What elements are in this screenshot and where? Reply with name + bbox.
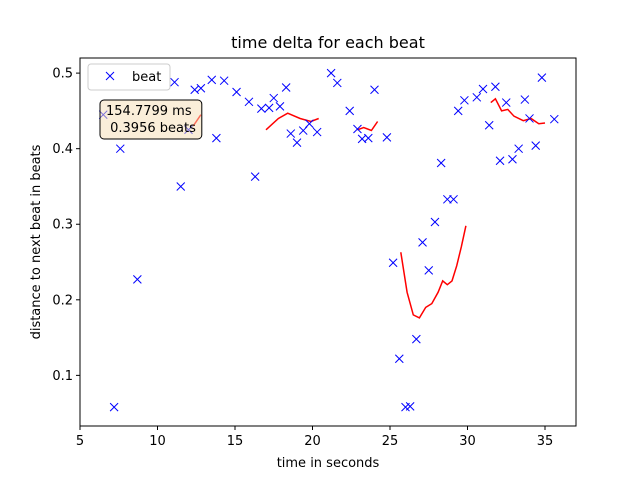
data-point (472, 92, 482, 102)
x-tick-label: 5 (76, 434, 84, 449)
data-point (411, 334, 421, 344)
y-tick-label: 0.2 (52, 293, 73, 308)
data-point (491, 82, 500, 92)
x-tick-label: 15 (227, 434, 244, 449)
x-axis-label: time in seconds (277, 456, 380, 471)
data-point (115, 144, 125, 154)
y-axis-label: distance to next beat in beats (29, 144, 44, 339)
annotation: 154.7799 ms 0.3956 beats (99, 99, 203, 140)
plot-area (98, 68, 559, 412)
legend-marker-beat (105, 71, 115, 81)
data-point (531, 141, 541, 151)
annotation-line-beats: 0.3956 beats (106, 121, 196, 136)
data-point (212, 133, 221, 143)
data-point (382, 132, 392, 142)
data-point (405, 401, 415, 411)
y-tick-label: 0.4 (52, 142, 73, 157)
data-point (501, 98, 511, 107)
data-point (232, 87, 241, 97)
y-tick-label: 0.3 (52, 218, 73, 233)
data-point (453, 106, 463, 116)
data-point (549, 114, 559, 124)
x-axis: 5 10 15 20 25 30 35 (76, 426, 553, 449)
data-point (388, 258, 398, 268)
data-point (244, 97, 254, 107)
annotation-line-ms: 154.7799 ms (106, 104, 192, 119)
data-point (363, 133, 373, 143)
data-point (525, 114, 534, 123)
data-point (292, 138, 302, 147)
data-point (176, 182, 186, 191)
data-point (196, 83, 206, 93)
data-point (269, 93, 279, 103)
data-point (170, 77, 179, 87)
data-point (264, 103, 274, 113)
data-point (514, 144, 524, 154)
y-tick-label: 0.1 (52, 369, 73, 384)
x-tick-label: 20 (304, 434, 321, 449)
data-point (520, 95, 530, 104)
trend-line-2 (357, 121, 379, 132)
x-tick-label: 10 (149, 434, 166, 449)
data-point (326, 68, 336, 78)
data-point (256, 104, 266, 113)
data-point (418, 238, 427, 247)
data-point (132, 275, 142, 284)
trend-line-4 (490, 97, 546, 125)
legend-box (87, 63, 171, 91)
legend: beat (87, 63, 171, 91)
data-point (332, 78, 342, 88)
data-point (219, 76, 229, 86)
legend-x-marker (105, 71, 115, 81)
data-point (484, 120, 494, 130)
y-tick-label: 0.5 (52, 67, 73, 82)
legend-label-beat: beat (132, 70, 161, 85)
data-point (281, 83, 291, 92)
data-point (460, 95, 469, 105)
data-point (275, 102, 285, 111)
data-point (436, 158, 446, 168)
data-point (537, 73, 547, 83)
data-point (286, 129, 296, 138)
data-point (207, 75, 217, 85)
y-axis: 0.1 0.2 0.3 0.4 0.5 (52, 67, 80, 384)
data-point (353, 124, 362, 134)
x-tick-label: 35 (537, 434, 554, 449)
plot-frame (79, 57, 577, 427)
data-point (370, 85, 379, 95)
chart-title: time delta for each beat (231, 33, 425, 52)
data-point (424, 265, 434, 275)
annotation-box (99, 99, 203, 140)
data-point (312, 127, 322, 137)
data-point (305, 119, 314, 129)
trend-line-3 (400, 225, 467, 319)
data-point (250, 172, 260, 181)
data-point (508, 154, 517, 164)
data-point (495, 156, 505, 166)
data-point (442, 194, 452, 204)
data-point (430, 217, 440, 227)
data-point (345, 106, 355, 116)
data-point (109, 402, 119, 412)
x-tick-label: 25 (382, 434, 399, 449)
x-tick-label: 30 (459, 434, 476, 449)
data-point (449, 194, 458, 204)
data-point (478, 84, 488, 94)
data-point (394, 354, 404, 364)
